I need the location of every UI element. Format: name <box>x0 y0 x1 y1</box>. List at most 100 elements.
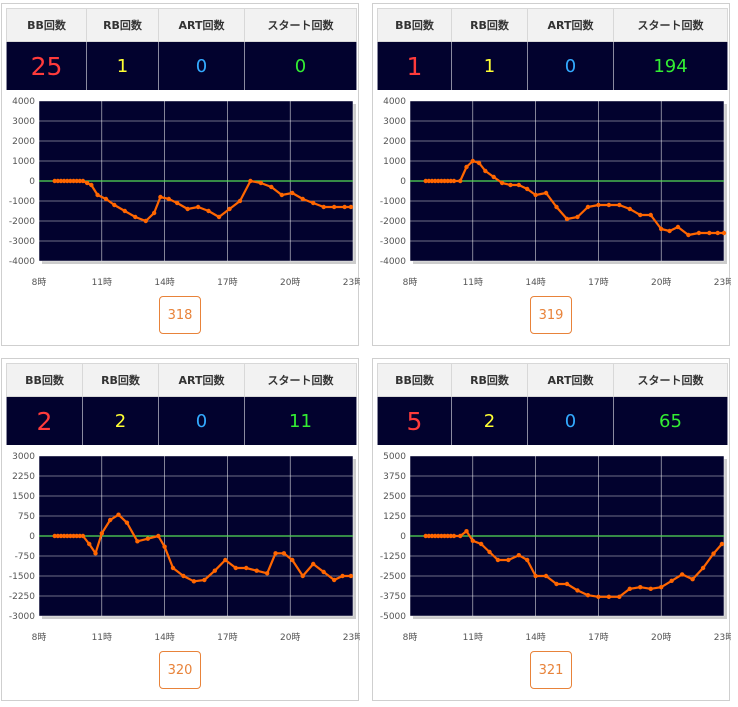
art-count-header: ART回数 <box>527 363 614 397</box>
data-point <box>439 178 444 184</box>
rb-count-value: 1 <box>451 41 528 90</box>
data-point <box>191 579 197 584</box>
data-point <box>648 586 653 591</box>
y-tick-label: -2000 <box>380 217 406 227</box>
start-count-value: 11 <box>244 396 357 445</box>
data-point <box>617 594 622 599</box>
y-tick-label: 0 <box>29 177 35 187</box>
data-point <box>216 214 222 220</box>
machine-card-320: BB回数 RB回数 ART回数 スタート回数 2 2 0 11 3000 2250… <box>1 358 360 701</box>
y-tick-label: 1000 <box>383 157 406 167</box>
machine-number-button[interactable]: 321 <box>530 651 572 689</box>
data-point <box>436 533 441 539</box>
y-tick-label: -750 <box>15 552 36 562</box>
data-point <box>61 178 67 184</box>
bb-count-value: 5 <box>377 396 452 445</box>
data-point <box>52 178 57 184</box>
data-point <box>170 565 176 571</box>
data-point <box>290 190 295 196</box>
machine-number-button[interactable]: 319 <box>530 296 572 334</box>
rb-count-header: RB回数 <box>451 8 528 42</box>
machine-card-319: BB回数 RB回数 ART回数 スタート回数 1 1 0 194 4000 300… <box>372 3 731 346</box>
x-tick-label: 17時 <box>217 632 237 643</box>
data-point <box>429 533 435 539</box>
data-point <box>690 577 695 582</box>
start-count-header: スタート回数 <box>613 8 728 42</box>
y-tick-label: -2250 <box>9 592 35 602</box>
data-point <box>707 230 712 236</box>
data-point <box>476 160 482 166</box>
y-tick-label: -5000 <box>380 612 406 622</box>
x-tick-label: 17時 <box>588 277 608 288</box>
data-point <box>564 216 570 222</box>
rb-count-value: 2 <box>82 396 159 445</box>
y-tick-label: -1500 <box>9 572 35 582</box>
rb-count-header: RB回数 <box>86 8 159 42</box>
data-point <box>508 182 513 188</box>
data-point <box>65 533 70 539</box>
data-point <box>464 529 469 534</box>
rb-count-header: RB回数 <box>82 363 159 397</box>
data-point <box>470 158 475 164</box>
data-point <box>470 538 475 543</box>
data-point <box>491 174 496 180</box>
machine-number-button[interactable]: 318 <box>159 296 201 334</box>
data-point <box>223 557 228 563</box>
y-tick-label: 2000 <box>383 137 406 147</box>
data-point <box>627 206 632 212</box>
data-point <box>458 178 463 184</box>
data-point <box>145 536 151 541</box>
data-point <box>143 218 148 224</box>
machine-number-button[interactable]: 320 <box>159 651 201 689</box>
data-point <box>233 565 238 571</box>
data-point <box>525 186 530 192</box>
data-point <box>516 553 522 558</box>
data-point <box>638 212 643 218</box>
start-count-header: スタート回数 <box>244 8 357 42</box>
bb-count-value: 25 <box>6 41 87 90</box>
data-point <box>206 208 211 214</box>
data-point <box>112 202 117 208</box>
data-point <box>423 533 428 539</box>
data-point <box>451 178 457 184</box>
data-point <box>423 178 428 184</box>
x-tick-label: 11時 <box>92 277 112 288</box>
data-point <box>133 214 138 220</box>
data-point <box>74 533 79 539</box>
data-point <box>487 549 492 555</box>
data-point <box>248 178 253 184</box>
data-point <box>331 577 337 583</box>
x-tick-label: 14時 <box>525 632 545 643</box>
start-count-header: スタート回数 <box>613 363 728 397</box>
y-tick-label: 0 <box>400 532 406 542</box>
data-point <box>495 557 501 563</box>
data-point <box>162 544 167 549</box>
art-count-header: ART回数 <box>527 8 614 42</box>
stats-table: BB回数 RB回数 ART回数 スタート回数 5 2 0 65 <box>377 363 728 445</box>
data-point <box>68 178 73 184</box>
data-point <box>342 204 347 210</box>
data-point <box>65 178 70 184</box>
art-count-value: 0 <box>158 396 245 445</box>
y-tick-label: -2000 <box>9 217 35 227</box>
rb-count-value: 2 <box>451 396 528 445</box>
y-tick-label: 2250 <box>12 472 35 482</box>
y-tick-label: -1000 <box>380 197 406 207</box>
x-tick-label: 8時 <box>403 277 418 288</box>
data-point <box>135 539 140 544</box>
data-point <box>606 594 612 599</box>
data-point <box>202 577 207 583</box>
data-point <box>195 204 201 210</box>
stats-table: BB回数 RB回数 ART回数 スタート回数 2 2 0 11 <box>6 363 357 445</box>
data-point <box>585 593 591 598</box>
payout-chart: 5000 3750 2500 1250 0 -1250 -2500 -3750 -5000 8時 1… <box>380 452 731 643</box>
data-point <box>451 533 457 539</box>
data-point <box>321 569 326 575</box>
x-tick-label: 20時 <box>280 632 300 643</box>
art-count-header: ART回数 <box>158 8 245 42</box>
y-tick-label: -3000 <box>380 237 406 247</box>
data-point <box>596 594 601 599</box>
data-point <box>426 533 432 539</box>
data-point <box>696 230 702 236</box>
data-point <box>107 517 113 523</box>
